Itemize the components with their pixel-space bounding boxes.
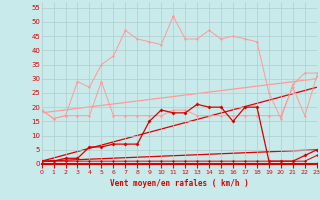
- X-axis label: Vent moyen/en rafales ( km/h ): Vent moyen/en rafales ( km/h ): [110, 179, 249, 188]
